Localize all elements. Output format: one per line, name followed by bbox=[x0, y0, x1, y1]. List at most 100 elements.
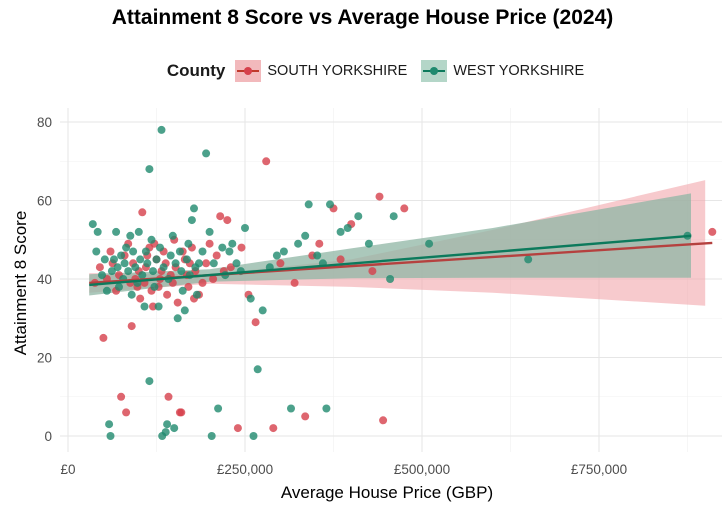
y-tick-label: 40 bbox=[37, 272, 52, 287]
fit-line-west-yorkshire bbox=[89, 234, 692, 287]
data-point-south-yorkshire bbox=[301, 412, 310, 421]
data-point-west-yorkshire bbox=[120, 259, 129, 268]
data-point-west-yorkshire bbox=[524, 255, 533, 264]
x-tick-label: £750,000 bbox=[571, 462, 627, 477]
legend-item-west-yorkshire: WEST YORKSHIRE bbox=[421, 60, 584, 82]
legend-title: County bbox=[166, 61, 226, 80]
data-point-south-yorkshire bbox=[138, 208, 147, 217]
data-point-south-yorkshire bbox=[276, 259, 285, 268]
data-point-west-yorkshire bbox=[145, 377, 154, 386]
data-point-west-yorkshire bbox=[88, 220, 97, 229]
data-point-south-yorkshire bbox=[269, 424, 278, 433]
data-point-west-yorkshire bbox=[100, 255, 109, 264]
data-point-west-yorkshire bbox=[326, 200, 334, 209]
data-point-west-yorkshire bbox=[425, 239, 434, 248]
data-point-south-yorkshire bbox=[198, 278, 207, 287]
data-point-west-yorkshire bbox=[202, 149, 211, 158]
data-point-west-yorkshire bbox=[141, 247, 150, 256]
chart-title: Attainment 8 Score vs Average House Pric… bbox=[111, 6, 614, 29]
data-point-west-yorkshire bbox=[147, 235, 156, 244]
data-point-west-yorkshire bbox=[192, 290, 201, 299]
data-point-west-yorkshire bbox=[364, 239, 373, 248]
data-point-west-yorkshire bbox=[127, 290, 136, 299]
data-point-west-yorkshire bbox=[287, 404, 295, 413]
data-point-south-yorkshire bbox=[212, 251, 221, 260]
data-point-south-yorkshire bbox=[216, 212, 225, 221]
data-point-west-yorkshire bbox=[143, 259, 152, 268]
data-point-west-yorkshire bbox=[154, 302, 163, 311]
data-point-west-yorkshire bbox=[163, 420, 172, 429]
data-point-west-yorkshire bbox=[187, 216, 196, 225]
data-point-south-yorkshire bbox=[149, 302, 157, 311]
data-point-south-yorkshire bbox=[205, 239, 214, 248]
data-point-south-yorkshire bbox=[226, 263, 235, 272]
data-point-west-yorkshire bbox=[131, 263, 140, 272]
data-point-west-yorkshire bbox=[145, 165, 154, 174]
data-point-west-yorkshire bbox=[214, 404, 223, 413]
data-point-west-yorkshire bbox=[225, 247, 234, 256]
data-point-west-yorkshire bbox=[113, 263, 122, 272]
data-point-south-yorkshire bbox=[375, 192, 384, 201]
data-point-west-yorkshire bbox=[124, 267, 133, 276]
fit-lines bbox=[89, 234, 713, 287]
x-axis-ticks: £0 £250,000 £500,000 £750,000 bbox=[60, 462, 627, 477]
data-point-west-yorkshire bbox=[106, 432, 115, 440]
data-point-west-yorkshire bbox=[152, 255, 161, 264]
data-point-west-yorkshire bbox=[190, 204, 198, 213]
data-point-west-yorkshire bbox=[218, 243, 227, 252]
data-point-south-yorkshire bbox=[106, 247, 115, 256]
data-point-west-yorkshire bbox=[105, 420, 114, 429]
data-point-west-yorkshire bbox=[175, 247, 184, 256]
data-point-west-yorkshire bbox=[126, 231, 135, 240]
data-point-west-yorkshire bbox=[336, 227, 345, 236]
data-point-west-yorkshire bbox=[322, 404, 331, 413]
legend-label-south-yorkshire: SOUTH YORKSHIRE bbox=[267, 63, 408, 79]
data-point-west-yorkshire bbox=[246, 294, 255, 303]
data-point-west-yorkshire bbox=[182, 255, 191, 264]
data-point-south-yorkshire bbox=[202, 259, 211, 268]
data-point-south-yorkshire bbox=[184, 282, 193, 291]
legend-label-west-yorkshire: WEST YORKSHIRE bbox=[453, 63, 585, 79]
data-point-west-yorkshire bbox=[159, 263, 168, 272]
data-point-south-yorkshire bbox=[708, 227, 717, 236]
data-point-west-yorkshire bbox=[140, 302, 149, 311]
data-point-west-yorkshire bbox=[301, 231, 310, 240]
y-tick-label: 0 bbox=[44, 429, 52, 444]
legend-key-west-yorkshire-icon bbox=[421, 60, 448, 82]
data-point-west-yorkshire bbox=[205, 227, 214, 236]
data-point-south-yorkshire bbox=[95, 263, 104, 272]
data-point-west-yorkshire bbox=[117, 251, 126, 260]
data-point-west-yorkshire bbox=[136, 255, 145, 264]
data-point-west-yorkshire bbox=[134, 227, 143, 236]
data-point-west-yorkshire bbox=[107, 267, 116, 276]
y-axis-ticks: 0 20 40 60 80 bbox=[37, 115, 52, 444]
data-point-west-yorkshire bbox=[150, 282, 159, 291]
data-point-south-yorkshire bbox=[99, 333, 108, 342]
data-point-south-yorkshire bbox=[164, 392, 173, 401]
data-point-west-yorkshire bbox=[207, 432, 216, 440]
data-point-west-yorkshire bbox=[294, 239, 303, 248]
data-point-west-yorkshire bbox=[228, 239, 237, 248]
x-tick-label: £0 bbox=[60, 462, 75, 477]
data-point-south-yorkshire bbox=[136, 294, 145, 303]
data-point-west-yorkshire bbox=[92, 247, 101, 256]
data-point-west-yorkshire bbox=[98, 271, 106, 280]
data-point-west-yorkshire bbox=[110, 255, 118, 264]
data-point-west-yorkshire bbox=[138, 271, 147, 280]
data-point-south-yorkshire bbox=[336, 255, 345, 264]
data-point-south-yorkshire bbox=[117, 392, 126, 401]
y-tick-label: 20 bbox=[37, 351, 52, 366]
data-point-south-yorkshire bbox=[400, 204, 409, 213]
data-point-south-yorkshire bbox=[177, 408, 186, 417]
data-point-south-yorkshire bbox=[368, 267, 377, 276]
data-point-south-yorkshire bbox=[127, 322, 136, 331]
data-point-south-yorkshire bbox=[315, 239, 324, 248]
data-point-west-yorkshire bbox=[112, 227, 121, 236]
data-point-west-yorkshire bbox=[209, 259, 218, 268]
data-point-west-yorkshire bbox=[129, 247, 138, 256]
y-tick-label: 80 bbox=[37, 115, 52, 130]
legend-key-south-yorkshire-icon bbox=[235, 60, 262, 82]
data-point-west-yorkshire bbox=[258, 306, 267, 315]
x-tick-label: £500,000 bbox=[394, 462, 450, 477]
